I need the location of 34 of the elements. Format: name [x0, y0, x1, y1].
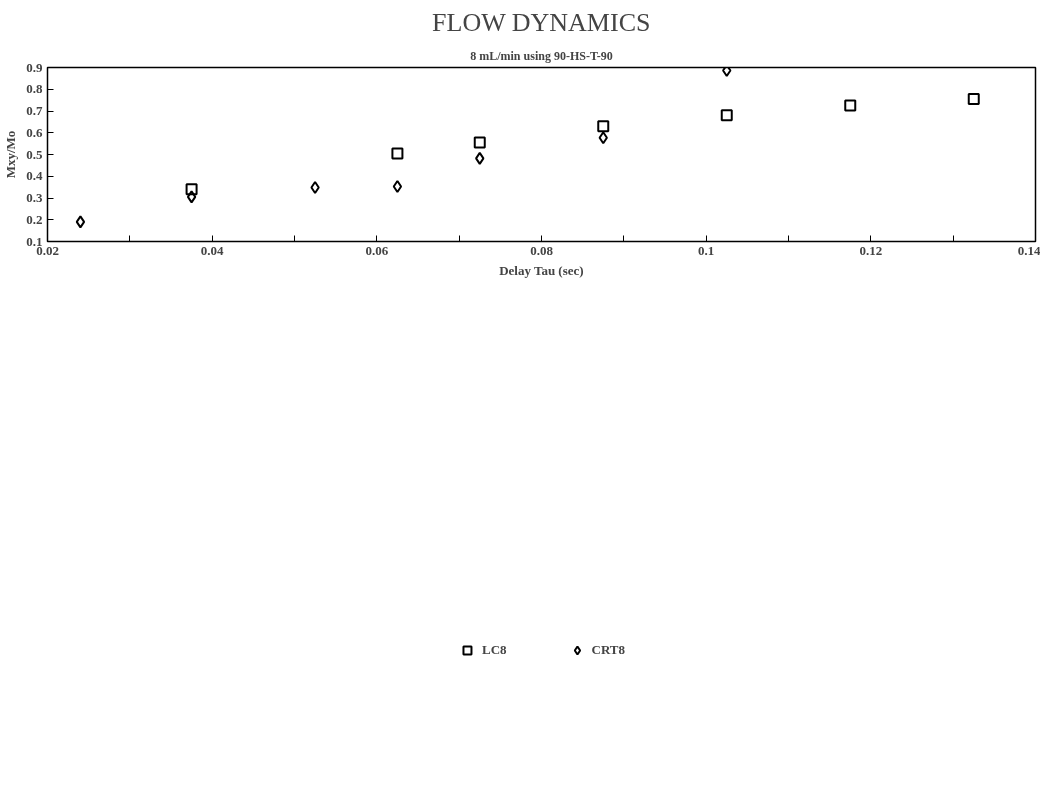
y-axis-title: Mxy/Mo [3, 130, 19, 179]
point [722, 67, 732, 78]
point [392, 179, 403, 193]
y-tick-label: 0.7 [26, 103, 43, 118]
x-tick-label: 0.12 [859, 242, 883, 258]
y-tick-label: 0.4 [26, 168, 43, 184]
x-tick-label: 0.04 [200, 242, 225, 258]
chart-title: FLOW DYNAMICS [432, 7, 651, 37]
y-tick-label: 0.9 [26, 59, 43, 75]
point [473, 136, 486, 149]
x-tick-label: 0.14 [1017, 242, 1041, 258]
point [75, 215, 86, 229]
point [844, 99, 857, 112]
point [967, 93, 980, 106]
point [720, 109, 733, 122]
legend-label: CRT8 [591, 642, 626, 658]
x-tick-label: 0.06 [365, 242, 389, 258]
x-tick-label: 0.08 [530, 242, 554, 258]
point [597, 120, 610, 133]
y-tick-label: 0.8 [26, 81, 43, 97]
y-tick-label: 0.5 [26, 146, 43, 162]
x-axis-title: Delay Tau (sec) [499, 262, 584, 278]
legend-label: LC8 [481, 642, 507, 658]
x-tick-label: 0.1 [698, 242, 715, 258]
point [185, 183, 198, 196]
point [310, 181, 320, 195]
chart-subtitle: 8 mL/min using 90-HS-T-90 [470, 48, 613, 63]
point [186, 190, 197, 204]
y-tick-label: 0.6 [26, 124, 43, 140]
point [475, 151, 485, 165]
y-tick-label: 0.3 [26, 190, 43, 205]
point [598, 131, 608, 145]
point [391, 147, 404, 160]
y-tick-label: 0.2 [26, 211, 43, 227]
